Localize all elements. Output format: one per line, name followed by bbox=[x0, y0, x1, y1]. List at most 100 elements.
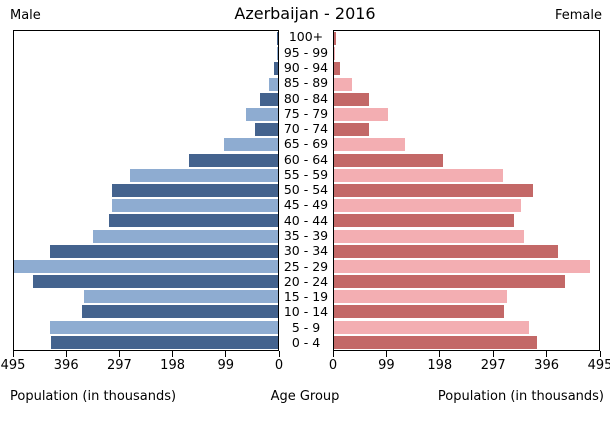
female-bar-20-24 bbox=[334, 275, 565, 289]
age-label-20-24: 20 - 24 bbox=[283, 273, 329, 289]
male-bar-10-14 bbox=[82, 305, 278, 319]
female-bar-65-69 bbox=[334, 138, 406, 152]
male-bar-75-79 bbox=[246, 108, 278, 122]
female-bar-90-94 bbox=[334, 62, 340, 76]
tick-mark bbox=[65, 351, 67, 357]
tick-mark bbox=[12, 351, 14, 357]
female-row-10-14 bbox=[334, 304, 599, 319]
female-row-80-84 bbox=[334, 92, 599, 107]
tick-label: 198 bbox=[427, 358, 453, 373]
female-panel bbox=[333, 30, 600, 351]
male-bar-80-84 bbox=[259, 92, 278, 106]
male-row-45-49 bbox=[14, 198, 278, 213]
age-label-75-79: 75 - 79 bbox=[283, 105, 329, 121]
male-row-65-69 bbox=[14, 137, 278, 152]
female-row-15-19 bbox=[334, 289, 599, 304]
female-bar-45-49 bbox=[334, 199, 521, 213]
age-group-axis-title: Age Group bbox=[270, 389, 340, 404]
female-bar-30-34 bbox=[334, 244, 559, 258]
age-label-70-74: 70 - 74 bbox=[283, 121, 329, 137]
male-side-label: Male bbox=[10, 8, 41, 23]
age-label-25-29: 25 - 29 bbox=[283, 258, 329, 274]
female-row-55-59 bbox=[334, 168, 599, 183]
female-bar-10-14 bbox=[334, 305, 504, 319]
tick-label: 495 bbox=[0, 358, 26, 373]
age-label-100+: 100+ bbox=[288, 29, 324, 45]
age-label-55-59: 55 - 59 bbox=[283, 166, 329, 182]
age-label-60-64: 60 - 64 bbox=[283, 151, 329, 167]
female-bar-35-39 bbox=[334, 229, 524, 243]
male-row-60-64 bbox=[14, 153, 278, 168]
age-label-5-9: 5 - 9 bbox=[291, 319, 321, 335]
female-bar-0-4 bbox=[334, 335, 537, 349]
male-row-15-19 bbox=[14, 289, 278, 304]
male-bar-20-24 bbox=[33, 275, 278, 289]
tick-label: 99 bbox=[217, 358, 235, 373]
male-row-70-74 bbox=[14, 122, 278, 137]
male-row-0-4 bbox=[14, 335, 278, 350]
tick-mark bbox=[546, 351, 548, 357]
age-label-90-94: 90 - 94 bbox=[283, 59, 329, 75]
male-row-80-84 bbox=[14, 92, 278, 107]
male-bar-35-39 bbox=[92, 229, 278, 243]
male-bar-0-4 bbox=[51, 335, 278, 349]
tick-mark bbox=[439, 351, 441, 357]
male-bar-90-94 bbox=[273, 62, 278, 76]
male-bar-85-89 bbox=[269, 77, 278, 91]
female-row-95-99 bbox=[334, 46, 599, 61]
male-panel bbox=[13, 30, 279, 351]
female-row-85-89 bbox=[334, 77, 599, 92]
male-axis-ticks bbox=[12, 351, 280, 358]
female-row-100+ bbox=[334, 31, 599, 46]
age-group-column: 100+ 95 - 99 90 - 94 85 - 89 80 - 84 75 - 79 7… bbox=[279, 30, 333, 351]
age-label-65-69: 65 - 69 bbox=[283, 136, 329, 152]
tick-label: 396 bbox=[53, 358, 79, 373]
male-bar-30-34 bbox=[50, 244, 278, 258]
male-bar-15-19 bbox=[83, 290, 278, 304]
age-label-35-39: 35 - 39 bbox=[283, 228, 329, 244]
tick-label: 297 bbox=[106, 358, 132, 373]
age-label-80-84: 80 - 84 bbox=[283, 90, 329, 106]
male-row-40-44 bbox=[14, 213, 278, 228]
tick-label: 396 bbox=[534, 358, 560, 373]
male-row-25-29 bbox=[14, 259, 278, 274]
female-row-25-29 bbox=[334, 259, 599, 274]
male-bar-50-54 bbox=[111, 183, 278, 197]
male-bar-5-9 bbox=[50, 320, 278, 334]
tick-label: 198 bbox=[160, 358, 186, 373]
female-bar-5-9 bbox=[334, 320, 530, 334]
male-bar-25-29 bbox=[14, 259, 278, 273]
female-row-0-4 bbox=[334, 335, 599, 350]
female-bar-85-89 bbox=[334, 77, 353, 91]
tick-mark bbox=[172, 351, 174, 357]
age-label-85-89: 85 - 89 bbox=[283, 75, 329, 91]
male-row-10-14 bbox=[14, 304, 278, 319]
female-bar-70-74 bbox=[334, 123, 369, 137]
female-bar-95-99 bbox=[334, 47, 336, 61]
male-row-5-9 bbox=[14, 320, 278, 335]
male-row-50-54 bbox=[14, 183, 278, 198]
male-bar-70-74 bbox=[255, 123, 278, 137]
female-row-5-9 bbox=[334, 320, 599, 335]
female-row-90-94 bbox=[334, 61, 599, 76]
age-label-15-19: 15 - 19 bbox=[283, 289, 329, 305]
male-axis-tick-labels: 495 396 297 198 99 0 bbox=[1, 358, 284, 373]
tick-mark bbox=[332, 351, 334, 357]
female-row-30-34 bbox=[334, 244, 599, 259]
female-row-65-69 bbox=[334, 137, 599, 152]
tick-mark bbox=[492, 351, 494, 357]
tick-mark bbox=[385, 351, 387, 357]
tick-label: 495 bbox=[587, 358, 610, 373]
male-row-20-24 bbox=[14, 274, 278, 289]
female-axis-tick-labels: 0 99 198 297 396 495 bbox=[329, 358, 610, 373]
age-label-30-34: 30 - 34 bbox=[283, 243, 329, 259]
female-bar-25-29 bbox=[334, 259, 590, 273]
tick-mark bbox=[599, 351, 601, 357]
female-row-70-74 bbox=[334, 122, 599, 137]
male-row-90-94 bbox=[14, 61, 278, 76]
male-bar-55-59 bbox=[129, 168, 278, 182]
male-row-30-34 bbox=[14, 244, 278, 259]
male-row-85-89 bbox=[14, 77, 278, 92]
tick-label: 297 bbox=[480, 358, 506, 373]
age-label-0-4: 0 - 4 bbox=[291, 335, 321, 351]
